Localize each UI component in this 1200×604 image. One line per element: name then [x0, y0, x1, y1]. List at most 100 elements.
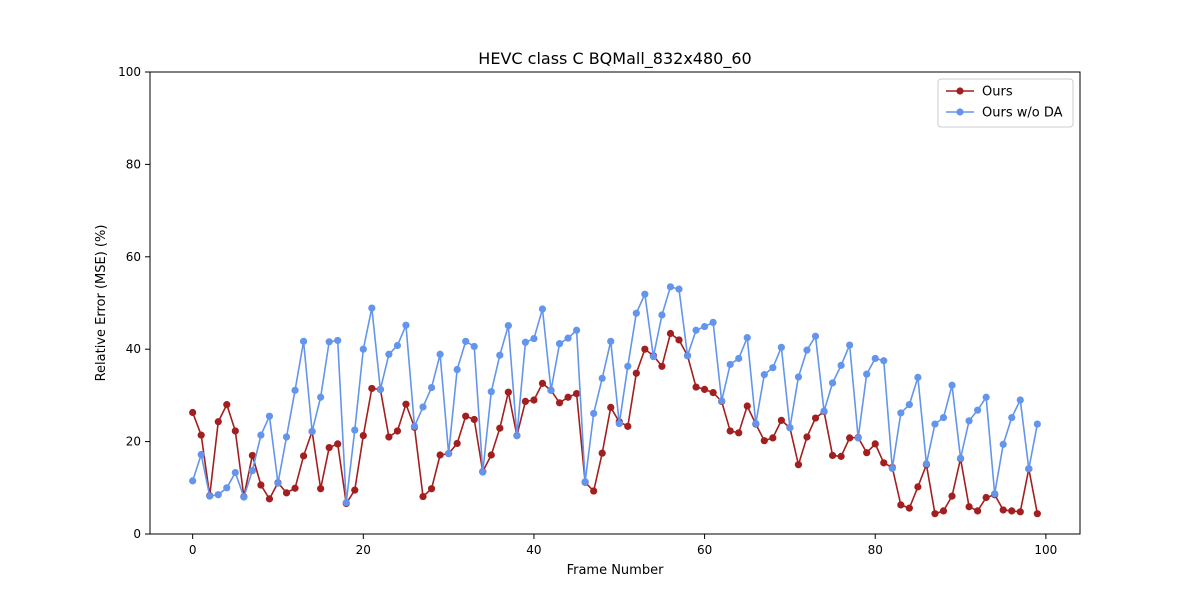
- y-tick-label: 100: [118, 65, 141, 79]
- series-layer: [189, 283, 1041, 518]
- data-point: [965, 503, 973, 511]
- data-point: [905, 504, 913, 512]
- data-point: [453, 439, 461, 448]
- data-point: [820, 407, 828, 415]
- data-point: [462, 412, 470, 420]
- data-point: [351, 486, 359, 494]
- data-point: [760, 371, 768, 379]
- data-point: [752, 419, 760, 428]
- y-tick-label: 80: [126, 157, 141, 171]
- x-tick-label: 0: [189, 543, 197, 557]
- data-point: [624, 362, 632, 370]
- data-point: [402, 321, 410, 329]
- data-point: [308, 427, 316, 436]
- data-point: [521, 397, 530, 406]
- legend: Ours Ours w/o DA: [937, 78, 1074, 128]
- data-point: [282, 433, 291, 441]
- data-point: [641, 345, 649, 353]
- data-point: [956, 454, 965, 462]
- data-point: [982, 393, 990, 401]
- data-point: [402, 400, 410, 408]
- data-point: [538, 305, 547, 313]
- data-point: [231, 468, 239, 477]
- data-point: [828, 379, 837, 387]
- data-point: [555, 399, 564, 407]
- data-point: [837, 361, 845, 369]
- data-point: [197, 450, 205, 459]
- data-point: [939, 507, 948, 515]
- data-point: [257, 481, 265, 489]
- data-point: [598, 374, 606, 382]
- data-point: [436, 451, 444, 459]
- x-tick-label: 20: [356, 543, 371, 557]
- data-point: [214, 418, 222, 426]
- data-point: [641, 290, 649, 298]
- data-point: [718, 397, 726, 405]
- data-point: [359, 345, 367, 353]
- data-point: [265, 412, 274, 420]
- data-point: [342, 498, 350, 507]
- data-point: [880, 357, 888, 365]
- series-line: [191, 285, 1039, 503]
- data-point: [496, 351, 504, 359]
- data-point: [675, 285, 683, 293]
- data-point: [393, 427, 402, 435]
- y-axis: 0 20 40 60 80 100: [118, 65, 150, 541]
- series-line: [191, 332, 1039, 515]
- data-point: [982, 493, 990, 502]
- data-point: [410, 422, 419, 430]
- data-point: [692, 383, 700, 391]
- data-point: [607, 337, 615, 345]
- data-point: [223, 484, 231, 492]
- data-point: [223, 401, 231, 409]
- x-tick-label: 80: [868, 543, 883, 557]
- data-point: [590, 487, 598, 495]
- data-point: [240, 493, 248, 501]
- data-point: [521, 338, 530, 346]
- data-point: [726, 427, 734, 435]
- data-point: [573, 389, 581, 398]
- data-point: [863, 449, 871, 457]
- data-point: [299, 452, 308, 460]
- y-tick-label: 60: [126, 250, 141, 264]
- data-point: [325, 338, 333, 346]
- data-point: [871, 440, 879, 448]
- data-point: [897, 409, 905, 417]
- data-point: [214, 491, 222, 499]
- data-point: [248, 451, 256, 460]
- data-point: [445, 450, 453, 458]
- data-point: [735, 354, 743, 363]
- data-point: [453, 365, 461, 374]
- data-point: [248, 467, 256, 475]
- data-point: [666, 329, 675, 338]
- data-point: [931, 420, 939, 428]
- chart-title: HEVC class C BQMall_832x480_60: [478, 49, 751, 69]
- data-point: [368, 304, 376, 312]
- data-point: [419, 403, 427, 411]
- data-point: [555, 340, 564, 348]
- data-point: [564, 393, 572, 401]
- data-point: [385, 433, 393, 441]
- series-ours-wo-da: [189, 283, 1041, 507]
- data-point: [496, 424, 504, 432]
- data-point: [607, 403, 615, 412]
- data-point: [649, 352, 657, 361]
- y-tick-label: 40: [126, 342, 141, 356]
- data-point: [811, 414, 820, 422]
- data-point: [427, 485, 436, 493]
- data-point: [385, 350, 393, 358]
- x-axis-label: Frame Number: [567, 563, 665, 578]
- data-point: [393, 341, 402, 350]
- data-point: [846, 341, 854, 349]
- legend-label: Ours w/o DA: [982, 106, 1063, 121]
- data-point: [334, 336, 342, 345]
- data-point: [419, 492, 427, 501]
- data-point: [1016, 508, 1024, 516]
- x-axis: 0 20 40 60 80 100: [189, 534, 1057, 557]
- data-point: [726, 360, 734, 369]
- series-ours: [189, 329, 1041, 518]
- data-point: [274, 479, 282, 487]
- data-point: [914, 483, 922, 491]
- data-point: [462, 337, 470, 345]
